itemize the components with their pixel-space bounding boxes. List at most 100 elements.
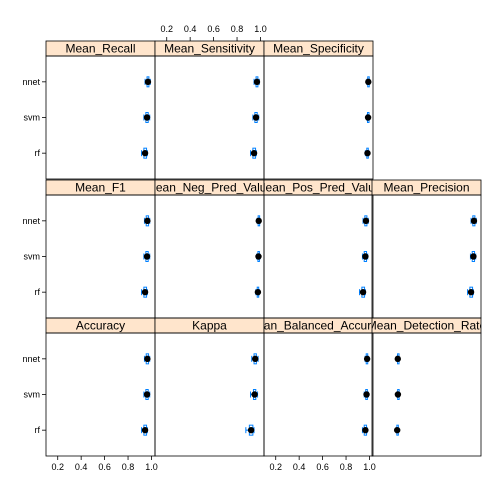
strip-title: Mean_Neg_Pred_Value — [146, 181, 274, 195]
data-point-rf — [141, 286, 149, 298]
panel-frame — [45, 332, 156, 457]
x-tick-label: 0.6 — [207, 24, 220, 34]
median-dot — [255, 217, 262, 225]
median-dot — [362, 253, 369, 260]
median-dot — [143, 114, 151, 121]
median-dot — [363, 355, 371, 363]
data-point-svm — [394, 389, 402, 400]
strip-title: Accuracy — [76, 319, 125, 333]
data-point-rf — [359, 286, 367, 298]
median-dot — [252, 355, 259, 363]
panel-frame — [371, 332, 482, 457]
median-dot — [363, 391, 370, 398]
data-point-nnet — [144, 76, 152, 88]
strip-title: Mean_Pos_Pred_Value — [256, 181, 382, 195]
strip-title: Mean_Detection_Rate — [367, 319, 487, 333]
data-point-rf — [393, 424, 401, 436]
data-point-rf — [250, 147, 258, 159]
x-tick-label: 1.0 — [363, 462, 376, 472]
data-point-nnet — [470, 215, 478, 227]
data-point-rf — [364, 147, 371, 159]
panel-frame — [45, 194, 156, 319]
x-tick-label: 0.2 — [160, 24, 173, 34]
median-dot — [364, 149, 371, 157]
data-point-nnet — [251, 353, 259, 365]
median-dot — [394, 391, 402, 398]
row-label-nnet: nnet — [22, 354, 40, 364]
median-dot — [247, 426, 255, 434]
strip-title: Mean_F1 — [75, 181, 126, 195]
row-label-rf: rf — [35, 287, 41, 297]
data-point-svm — [143, 112, 151, 123]
data-point-rf — [467, 286, 475, 298]
strip-title: Mean_Balanced_Accuracy — [247, 319, 390, 333]
panel-frame — [154, 55, 265, 180]
axis-layer: 0.2 0.4 0.6 0.8 1.0 0.2 0.4 0.6 0.8 1.0 0.2 0.4 0.6 0… — [51, 24, 375, 472]
row-label-svm: svm — [24, 390, 41, 400]
panel-frame — [154, 194, 265, 319]
data-point-svm — [364, 112, 372, 123]
median-dot — [470, 217, 478, 225]
panel-kappa: Kappa — [154, 317, 265, 457]
median-dot — [362, 217, 370, 225]
data-point-svm — [363, 389, 370, 400]
panel-accuracy: Accuracy nnet svm rf — [22, 317, 156, 457]
panel-frame — [371, 194, 482, 319]
median-dot — [393, 426, 401, 434]
median-dot — [362, 426, 369, 434]
data-point-svm — [143, 389, 151, 400]
data-point-svm — [143, 251, 151, 262]
row-label-svm: svm — [24, 252, 41, 262]
data-point-svm — [252, 112, 260, 123]
panel-mean-sensitivity: Mean_Sensitivity — [154, 40, 265, 180]
panel-mean-precision: Mean_Precision — [371, 179, 482, 319]
data-point-rf — [254, 286, 262, 298]
data-point-nnet — [255, 215, 262, 227]
panel-frame — [263, 55, 374, 180]
row-label-nnet: nnet — [22, 77, 40, 87]
x-tick-label: 0.2 — [51, 462, 64, 472]
x-tick-label: 0.8 — [122, 462, 135, 472]
median-dot — [141, 149, 149, 157]
data-point-nnet — [394, 353, 401, 365]
row-label-svm: svm — [24, 113, 41, 123]
row-label-rf: rf — [35, 425, 41, 435]
x-tick-label: 0.8 — [340, 462, 353, 472]
median-dot — [253, 78, 261, 86]
x-tick-label: 0.8 — [231, 24, 244, 34]
median-dot — [254, 288, 262, 296]
strip-title: Mean_Recall — [65, 42, 135, 56]
strip-title: Kappa — [192, 319, 227, 333]
x-tick-label: 0.4 — [75, 462, 88, 472]
panel-frame — [263, 332, 374, 457]
panel-mean-balanced-accuracy: Mean_Balanced_Accuracy — [247, 317, 390, 457]
median-dot — [255, 253, 262, 260]
row-label-nnet: nnet — [22, 216, 40, 226]
median-dot — [251, 391, 258, 398]
median-dot — [252, 114, 260, 121]
median-dot — [359, 288, 367, 296]
median-dot — [143, 391, 151, 398]
data-point-rf — [141, 147, 149, 159]
data-point-svm — [361, 251, 369, 262]
data-point-nnet — [143, 353, 151, 365]
data-point-svm — [469, 251, 477, 262]
x-tick-label: 1.0 — [145, 462, 158, 472]
panel-mean-specificity: Mean_Specificity — [263, 40, 374, 180]
median-dot — [144, 78, 152, 86]
x-tick-label: 0.2 — [269, 462, 282, 472]
median-dot — [394, 355, 401, 363]
data-point-nnet — [143, 215, 151, 227]
data-point-nnet — [362, 215, 370, 227]
x-tick-label: 0.6 — [98, 462, 111, 472]
data-point-nnet — [365, 76, 372, 88]
median-dot — [143, 253, 151, 260]
strip-title: Mean_Specificity — [273, 42, 364, 56]
x-tick-label: 1.0 — [254, 24, 267, 34]
row-label-rf: rf — [35, 148, 41, 158]
median-dot — [365, 78, 372, 86]
data-point-rf — [141, 424, 149, 436]
